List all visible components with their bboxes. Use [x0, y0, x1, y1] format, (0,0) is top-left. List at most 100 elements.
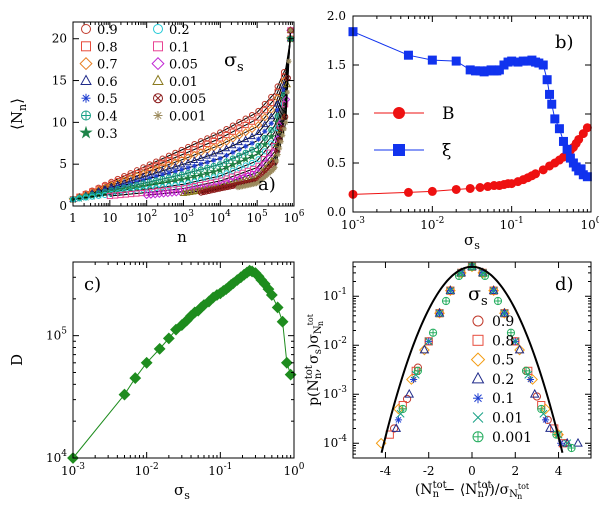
- panel-a-point: [185, 180, 192, 187]
- panel-d-ytick-label: 10-4: [323, 434, 347, 450]
- panel-d-legend-entry: 0.1: [473, 391, 514, 407]
- panel-a-legend-label: 0.3: [97, 127, 118, 142]
- panel-c-frame: [72, 261, 295, 459]
- panel-d-xtick-label: 0: [468, 464, 476, 478]
- panel-c-ytick-label: 104: [46, 449, 67, 465]
- panel-a-legend-marker: [79, 125, 93, 139]
- panel-b-legend-marker: [393, 144, 405, 156]
- panel-d-legend-entry: 0.001: [472, 430, 532, 446]
- panel-a-point: [172, 182, 179, 189]
- panel-d-point: [514, 344, 525, 356]
- panel-d-point: [529, 388, 540, 398]
- panel-a-point: [236, 125, 243, 132]
- panel-a-point: [191, 178, 198, 185]
- panel-a-point: [260, 139, 270, 149]
- panel-b-ytick-label: 0.5: [327, 156, 346, 170]
- panel-a-point: [235, 138, 243, 146]
- panel-c-point: [265, 289, 278, 301]
- panel-b-point: [554, 124, 564, 134]
- panel-a-point: [278, 139, 284, 145]
- panel-d-legend-marker: [471, 371, 485, 384]
- panel-a-point: [108, 180, 115, 187]
- panel-a-legend-entry: 0.9: [81, 23, 118, 38]
- panel-a-point: [215, 165, 225, 174]
- panel-a-point: [221, 162, 232, 172]
- panel-c-ytick-label: 105: [46, 327, 67, 343]
- panel-c-point: [276, 315, 289, 328]
- panel-c-point: [271, 301, 284, 314]
- panel-a: 1 10 102 103 104 105 106 0 5 10 15 20 a) ⟨Nn⟩ n 0.9…: [8, 21, 305, 246]
- panel-a-legend-label: 0.6: [97, 75, 118, 90]
- panel-d-xlabel: (Ntot n − ⟨Ntot n⟩)/σNtot n: [415, 480, 530, 501]
- panel-d-point: [480, 271, 490, 281]
- panel-b-xtick-label: 10-1: [500, 216, 524, 232]
- panel-a-point: [281, 126, 287, 132]
- panel-a-point: [204, 159, 210, 165]
- panel-a-point: [165, 152, 173, 159]
- panel-d-point: [573, 437, 583, 447]
- panel-a-point: [153, 184, 160, 192]
- panel-c-point: [129, 372, 142, 384]
- panel-d-point: [511, 337, 520, 346]
- panel-a-xlabel: n: [177, 228, 187, 246]
- panel-a-legend-entry: 0.1: [153, 40, 190, 55]
- panel-a-point: [223, 125, 230, 133]
- panel-a-point: [262, 128, 268, 134]
- panel-a-point: [255, 136, 262, 142]
- panel-a-xtick-label: 105: [247, 209, 268, 225]
- panel-d-legend-entry: 0.01: [472, 411, 523, 427]
- panel-a-xtick-label: 1: [69, 211, 77, 225]
- panel-a-legend-entry: 0.05: [151, 57, 198, 73]
- panel-b-point: [574, 134, 584, 144]
- panel-a-point: [272, 164, 278, 170]
- panel-d-legend-entry: 0.2: [471, 371, 514, 388]
- panel-a-point: [184, 158, 192, 166]
- panel-a-point: [223, 152, 230, 158]
- panel-b-legend-marker: [393, 107, 405, 119]
- panel-a-point: [159, 184, 166, 191]
- panel-d-legend-title: σs: [468, 283, 488, 309]
- panel-a-point: [241, 154, 251, 163]
- panel-a-point: [189, 171, 200, 181]
- panel-a-point: [254, 128, 263, 136]
- panel-b-point: [547, 99, 557, 109]
- panel-d-ytick-label: 10-2: [323, 336, 347, 352]
- panel-a-point: [261, 120, 269, 128]
- panel-d-point: [540, 403, 551, 415]
- panel-a-legend-marker: [79, 57, 93, 71]
- panel-a-point: [197, 154, 205, 161]
- panel-a-point: [230, 149, 236, 155]
- panel-a-point: [234, 157, 244, 166]
- panel-a-point: [165, 183, 173, 190]
- panel-a-point: [267, 112, 275, 120]
- panel-d-legend-marker: [472, 431, 484, 443]
- panel-a-legend-marker: [81, 24, 91, 34]
- panel-b-point: [451, 184, 461, 194]
- panel-a-xtick-label: 104: [210, 209, 231, 225]
- panel-b-point: [451, 56, 461, 66]
- panel-d-point: [413, 366, 423, 375]
- panel-a-point: [178, 151, 185, 158]
- panel-a-point: [216, 172, 224, 180]
- panel-a-point: [261, 148, 268, 155]
- panel-a-xtick-label: 103: [173, 209, 194, 225]
- panel-a-point: [202, 168, 212, 178]
- panel-d-xtick-label: 4: [555, 464, 563, 478]
- panel-a-point: [268, 120, 274, 126]
- panel-a-point: [164, 160, 174, 169]
- panel-b-xtick-label: 10-2: [420, 216, 444, 232]
- panel-a-point: [146, 161, 153, 168]
- panel-a-legend-entry: 0.3: [79, 125, 118, 142]
- panel-d-point: [391, 423, 402, 432]
- panel-d-legend-entry: 0.5: [470, 352, 514, 369]
- panel-a-legend-marker: [81, 110, 91, 121]
- panel-a-legend-label: 0.9: [97, 23, 118, 38]
- panel-d-point: [488, 285, 500, 297]
- panel-d-legend-marker: [472, 315, 484, 327]
- panel-d-point: [402, 394, 412, 404]
- panel-a-legend-label: 0.7: [97, 58, 118, 73]
- panel-a-point: [242, 121, 249, 129]
- panel-d-point: [446, 286, 455, 295]
- panel-a-point: [209, 166, 219, 176]
